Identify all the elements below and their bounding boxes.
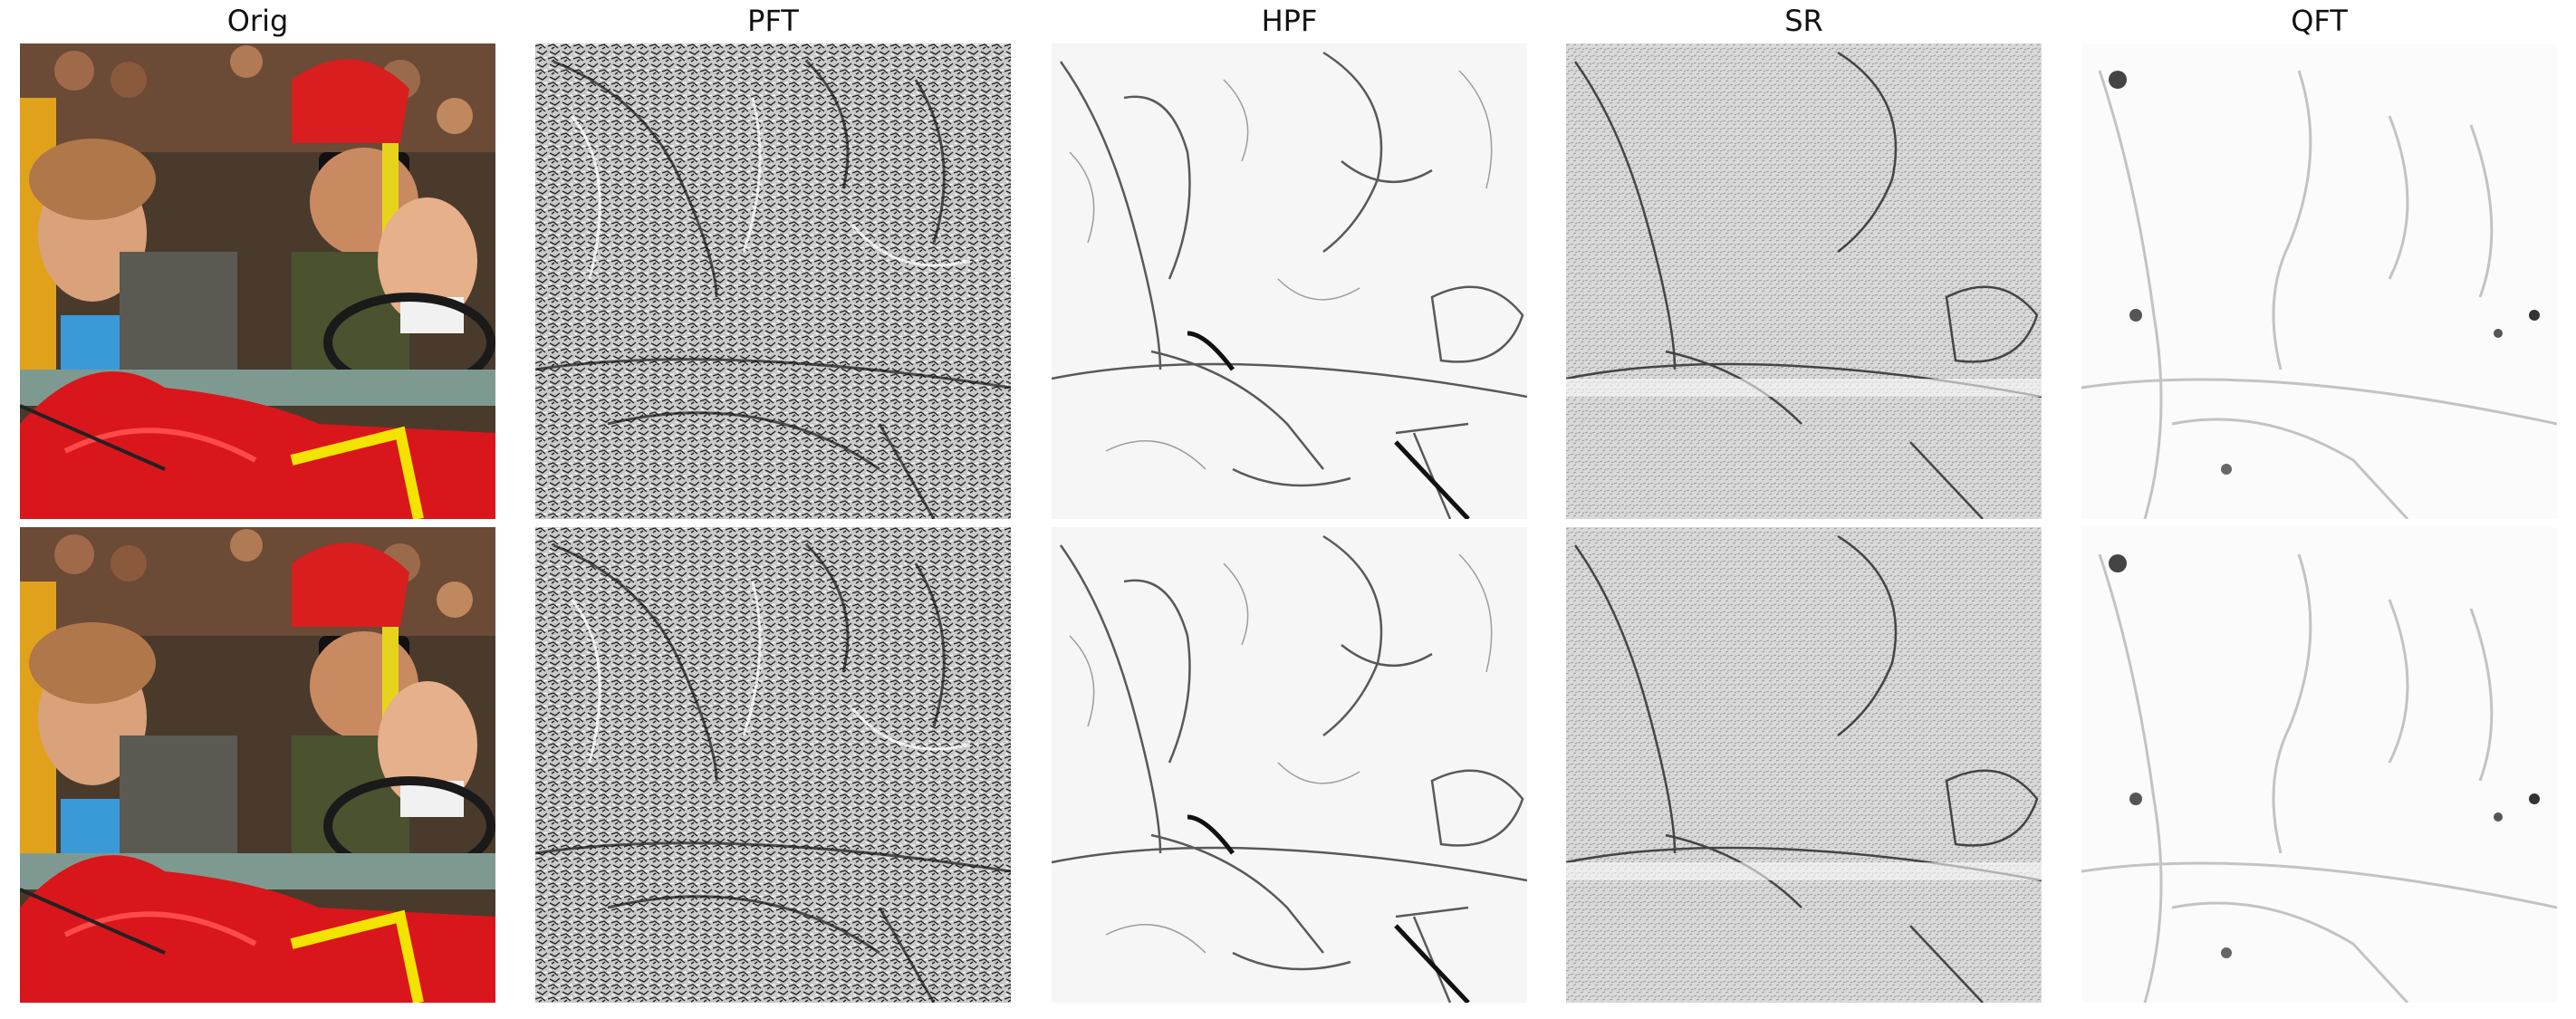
pft-map-row2 (535, 527, 1011, 1003)
hpf-map-row1 (1052, 43, 1527, 519)
sr-map-row2 (1566, 527, 2042, 1003)
title-orig: Orig (226, 4, 289, 38)
orig-image-row2 (20, 527, 495, 1003)
title-pft: PFT (747, 4, 799, 38)
sr-map-row1 (1566, 43, 2042, 519)
orig-image-row1 (20, 43, 495, 519)
title-hpf: HPF (1261, 4, 1318, 38)
title-qft: QFT (2291, 4, 2348, 38)
title-sr: SR (1784, 4, 1823, 38)
hpf-map-row2 (1052, 527, 1527, 1003)
qft-map-row1 (2081, 43, 2557, 519)
qft-map-row2 (2081, 527, 2557, 1003)
pft-map-row1 (535, 43, 1011, 519)
